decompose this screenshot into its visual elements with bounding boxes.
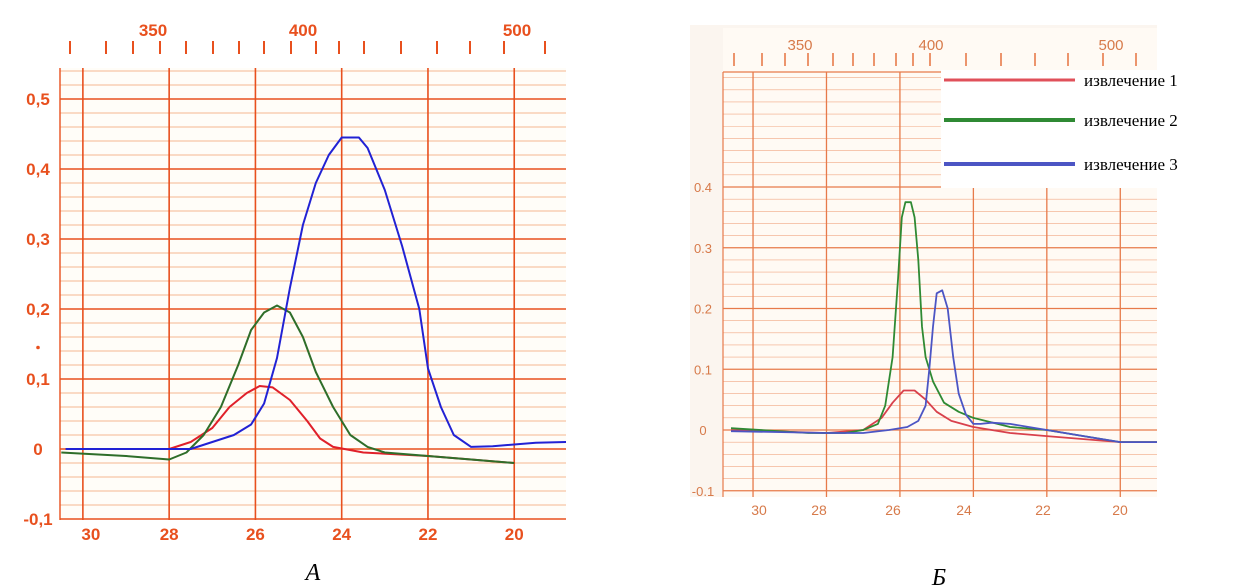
bottom-axis-label: 22 (1035, 502, 1051, 518)
series-line-2 (730, 201, 1157, 443)
y-axis-label: -0.1 (692, 484, 714, 499)
panel-b-chart: 350 400 500 30 28 26 24 22 20 -0.1 0 0.1 0.2 0.3 0.4 из… (690, 25, 1250, 587)
y-axis-label: 0,4 (26, 160, 50, 179)
bottom-axis-label: 30 (751, 502, 767, 518)
plot-area (60, 68, 566, 520)
y-axis-label: 0,3 (26, 230, 50, 249)
bottom-axis-label: 30 (81, 525, 100, 544)
top-axis-label: 350 (139, 21, 167, 40)
top-axis-label: 350 (787, 37, 812, 54)
y-axis-label: 0,5 (26, 90, 50, 109)
bottom-axis-label: 28 (160, 525, 179, 544)
legend-label-3: извлечение 3 (1084, 155, 1178, 174)
legend-label-2: извлечение 2 (1084, 111, 1178, 130)
bottom-axis-label: 26 (885, 502, 901, 518)
y-axis-label: 0.3 (694, 241, 712, 256)
y-axis-label: 0 (33, 440, 42, 459)
bottom-axis-label: 22 (419, 525, 438, 544)
bottom-axis-label: 20 (505, 525, 524, 544)
y-axis-label: 0,2 (26, 300, 50, 319)
top-axis-label: 500 (503, 21, 531, 40)
y-axis-label: -0,1 (23, 510, 52, 529)
bottom-axis-label: 24 (956, 502, 972, 518)
axis-dot (36, 345, 40, 350)
bottom-axis-label: 24 (332, 525, 351, 544)
top-axis-label: 400 (289, 21, 317, 40)
bottom-axis-label: 28 (811, 502, 827, 518)
y-axis-label: 0 (699, 423, 706, 438)
series-line-3 (65, 136, 567, 450)
y-axis-label: 0.1 (694, 362, 712, 377)
y-axis-label: 0,1 (26, 370, 50, 389)
series-line-3 (730, 289, 1157, 443)
y-axis-label: 0.4 (694, 180, 712, 195)
top-axis-label: 500 (1098, 37, 1123, 54)
panel-a-label: А (304, 560, 321, 586)
legend-box (941, 70, 1250, 188)
bottom-axis-label: 20 (1112, 502, 1128, 518)
bottom-axis-label: 26 (246, 525, 265, 544)
legend-label-1: извлечение 1 (1084, 71, 1178, 90)
y-axis-label: 0.2 (694, 302, 712, 317)
panel-a-chart: 350 400 500 30 28 26 24 22 20 -0,1 0 0,1 0,2 0,3 0,4 0,… (23, 21, 567, 586)
top-axis-label: 400 (918, 37, 943, 54)
panel-b-label: Б (931, 565, 946, 587)
series-line-1 (730, 389, 1157, 443)
